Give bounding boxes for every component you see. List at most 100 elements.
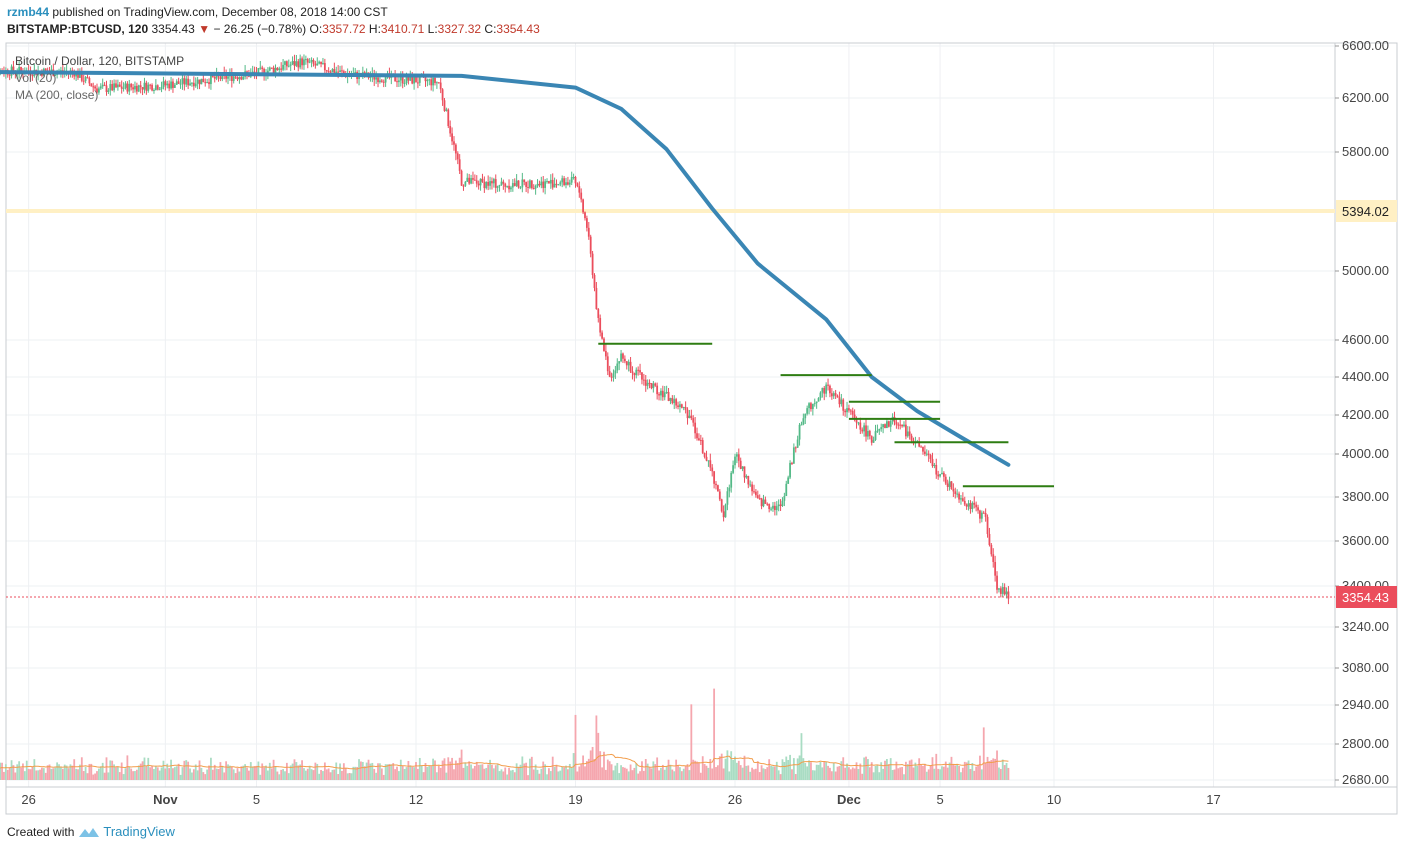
time-tick-label: 5	[253, 792, 260, 807]
volume-bar	[472, 768, 474, 780]
volume-bar	[420, 765, 423, 780]
candle-body	[447, 109, 450, 127]
volume-bar	[308, 765, 311, 780]
volume-bar	[656, 757, 659, 780]
candle-body	[494, 179, 497, 188]
time-tick-label: 26	[728, 792, 742, 807]
volume-bar	[358, 759, 360, 780]
volume-bar	[498, 771, 501, 780]
volume-bar	[314, 762, 317, 780]
candle-body	[342, 71, 345, 74]
volume-bar	[50, 768, 53, 780]
candle-body	[773, 505, 776, 511]
candle-body	[1003, 587, 1006, 595]
volume-bar	[570, 768, 573, 780]
volume-bar	[373, 768, 376, 780]
candle-body	[954, 491, 957, 495]
candle-body	[198, 79, 201, 85]
volume-bar	[137, 765, 140, 780]
candle-body	[633, 373, 636, 376]
candle-body	[409, 75, 412, 81]
candle-body	[834, 393, 837, 396]
candle-body	[274, 67, 277, 73]
candle-body	[646, 382, 649, 386]
candle-body	[941, 472, 943, 475]
volume-bar	[549, 771, 552, 780]
candle-body	[863, 425, 866, 432]
volume-bar	[711, 768, 714, 780]
volume-bar	[979, 755, 981, 780]
volume-bar	[629, 764, 632, 780]
candle-body	[870, 436, 873, 443]
candle-body	[743, 466, 746, 478]
volume-bar	[25, 760, 28, 780]
volume-bar	[654, 764, 657, 780]
volume-bar	[109, 760, 112, 780]
volume-bar	[18, 761, 21, 780]
volume-bars	[0, 688, 1010, 780]
candle-body	[848, 408, 850, 411]
candle-body	[830, 393, 833, 397]
volume-bar	[661, 764, 664, 780]
volume-bar	[510, 770, 512, 780]
candle-body	[684, 406, 687, 410]
volume-bar	[758, 772, 761, 780]
tradingview-logo[interactable]: TradingView	[78, 824, 175, 839]
candle-body	[403, 82, 406, 84]
candle-body	[1005, 591, 1008, 595]
candle-body	[758, 498, 761, 500]
author-name[interactable]: rzmb44	[7, 5, 50, 19]
candle-body	[967, 503, 970, 507]
volume-bar	[886, 759, 888, 780]
volume-bar	[303, 768, 305, 780]
candle-body	[572, 176, 575, 178]
volume-bar	[671, 769, 674, 780]
volume-bar	[322, 771, 324, 780]
candle-body	[584, 212, 586, 219]
volume-bar	[456, 763, 459, 780]
volume-bar	[811, 770, 814, 780]
volume-bar	[215, 768, 218, 780]
volume-bar	[399, 759, 402, 780]
candle-body	[132, 87, 134, 90]
volume-bar	[403, 768, 406, 780]
volume-bar	[487, 764, 490, 780]
volume-bar	[574, 714, 577, 780]
volume-bar	[965, 762, 968, 780]
candle-body	[44, 68, 47, 71]
candle-body	[304, 59, 307, 61]
candle-body	[394, 75, 397, 82]
volume-bar	[177, 763, 180, 780]
price-tick-label: 2940.00	[1342, 697, 1389, 712]
volume-bar	[14, 772, 17, 780]
volume-bar	[540, 768, 543, 780]
volume-bar	[918, 758, 921, 780]
volume-bar	[707, 767, 710, 780]
volume-bar	[580, 764, 583, 780]
volume-bar	[770, 765, 772, 780]
candle-body	[939, 474, 941, 477]
candle-body	[453, 141, 455, 145]
volume-bar	[63, 764, 66, 780]
volume-bar	[675, 759, 678, 780]
candle-body	[922, 446, 924, 452]
volume-bar	[925, 771, 928, 780]
volume-bar	[948, 762, 951, 780]
candle-body	[975, 504, 978, 508]
candle-body	[717, 485, 719, 492]
volume-bar	[468, 761, 471, 780]
candle-body	[517, 180, 520, 188]
candle-body	[88, 77, 91, 84]
candle-body	[145, 82, 148, 91]
volume-bar	[437, 765, 440, 780]
volume-bar	[601, 767, 603, 780]
volume-bar	[933, 768, 936, 780]
candle-body	[688, 415, 691, 419]
candle-body	[631, 371, 634, 374]
candle-body	[111, 84, 114, 91]
volume-bar	[213, 764, 216, 780]
volume-bar	[699, 772, 702, 780]
candle-body	[965, 504, 968, 507]
volume-bar	[880, 762, 883, 780]
